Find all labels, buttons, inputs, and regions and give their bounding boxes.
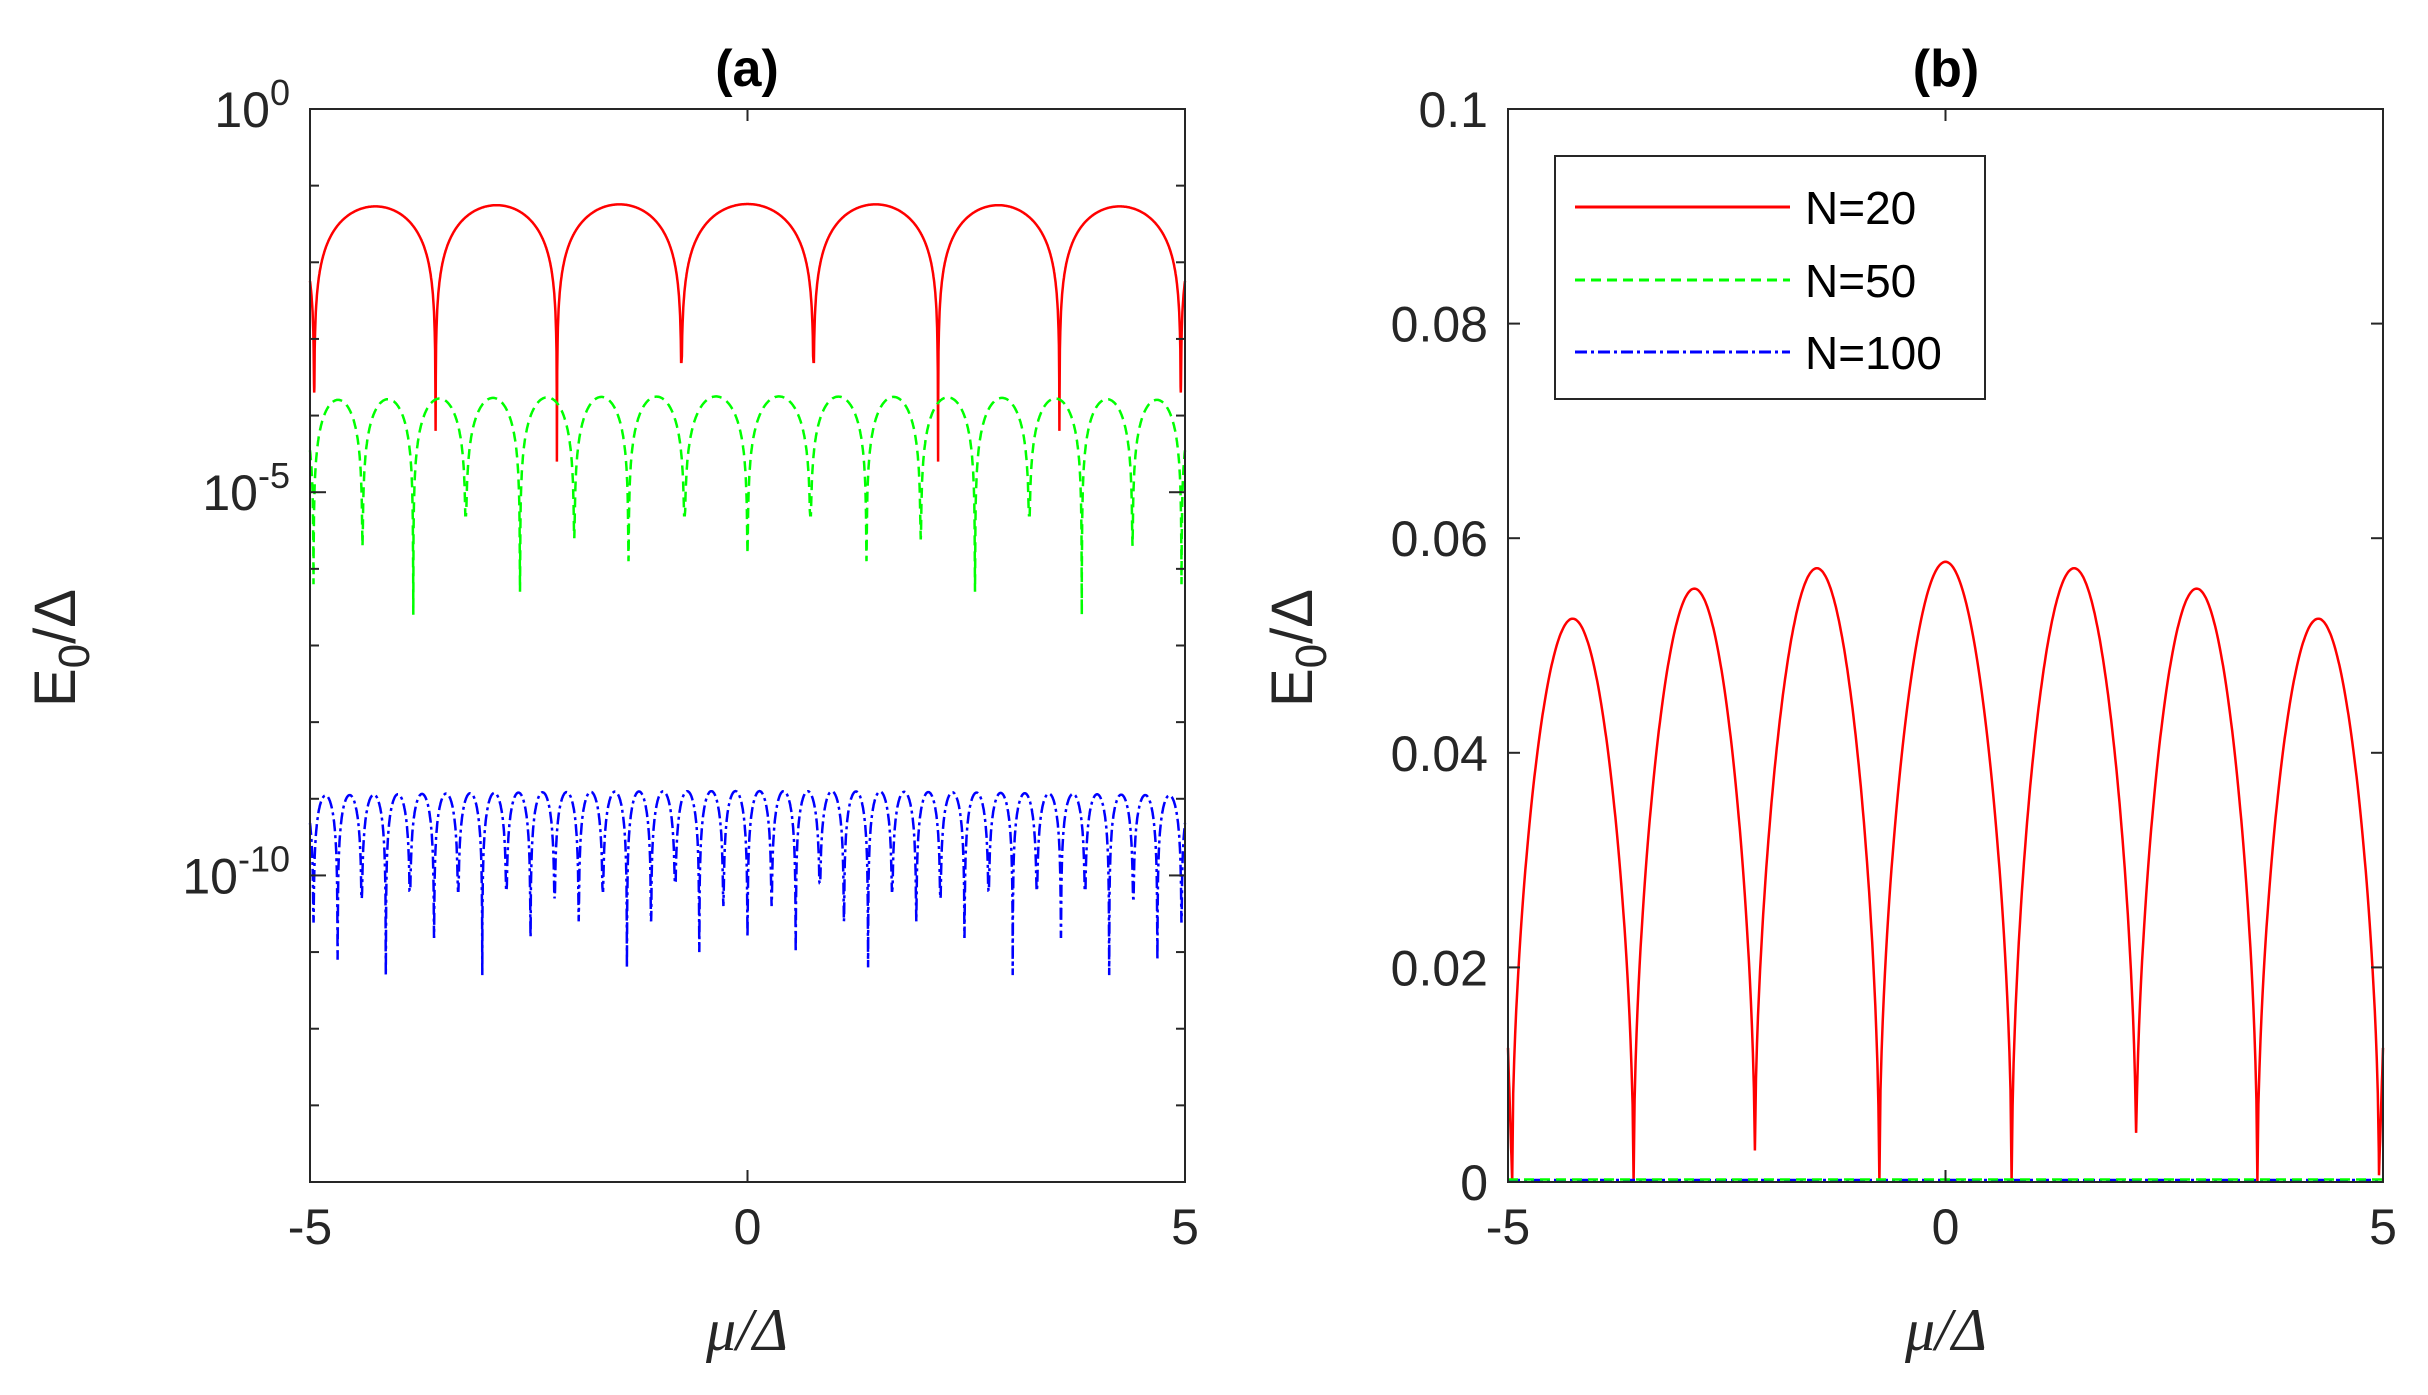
panel-a-axes-frame — [309, 108, 1186, 1183]
panel-a-series-n20 — [308, 202, 1187, 462]
panel-b-series — [1506, 560, 2385, 1183]
panel-a-ylabel-sub: 0 — [50, 644, 99, 668]
legend-box — [1554, 155, 1986, 400]
panel-b-ticks: -5 0 500.020.040.060.080.1 — [1391, 82, 2397, 1255]
panel-a-ytick-label: 10-10 — [182, 838, 290, 904]
panel-b-xtick-label: 5 — [2369, 1199, 2397, 1255]
panel-a-ylabel: E0/Δ — [23, 589, 99, 707]
panel-a-series-n100 — [308, 789, 1187, 976]
panel-b-ylabel: E0/Δ — [1260, 589, 1336, 707]
legend-label-n100: N=100 — [1805, 327, 1942, 379]
panel-a-series — [308, 202, 1187, 976]
panel-b-ytick-label: 0.02 — [1391, 940, 1488, 996]
panel-b-ytick-label: 0.06 — [1391, 511, 1488, 567]
panel-a-ticks: -5 0 5 100 10-5 10-10 — [182, 72, 1199, 1255]
panel-b-series-n20 — [1506, 560, 2385, 1183]
panel-a-ytick-label: 100 — [214, 72, 290, 138]
panel-b-xtick-label: 0 — [1932, 1199, 1960, 1255]
panel-a-ylabel-rest: /Δ — [23, 589, 88, 644]
panel-b-ylabel-rest: /Δ — [1260, 589, 1325, 644]
panel-b-ylabel-sub: 0 — [1287, 644, 1336, 668]
panel-b-ytick-label: 0.04 — [1391, 726, 1488, 782]
panel-b-xtick-label: -5 — [1486, 1199, 1530, 1255]
panel-b: (b) -5 0 500.020.040.060.080.1 μ/Δ E0/Δ N=… — [1260, 40, 2397, 1363]
panel-a-xlabel: μ/Δ — [705, 1297, 788, 1363]
legend: N=20 N=50 N=100 — [1554, 155, 1986, 400]
panel-a-xtick-label: 0 — [734, 1199, 762, 1255]
panel-b-ytick-label: 0.08 — [1391, 297, 1488, 353]
panel-b-ytick-label: 0 — [1460, 1155, 1488, 1211]
panel-a-series-n50 — [308, 395, 1187, 615]
panel-a-title: (a) — [715, 40, 779, 98]
panel-a-ytick-label: 10-5 — [202, 455, 290, 521]
legend-label-n50: N=50 — [1805, 255, 1916, 307]
panel-b-axes-frame — [1507, 108, 2384, 1183]
legend-label-n20: N=20 — [1805, 182, 1916, 234]
panel-a-ylabel-main: E — [23, 668, 88, 707]
panel-b-xlabel: μ/Δ — [1904, 1297, 1987, 1363]
panel-a-xtick-label: 5 — [1171, 1199, 1199, 1255]
panel-a-xtick-label: -5 — [288, 1199, 332, 1255]
panel-b-ylabel-main: E — [1260, 668, 1325, 707]
panel-b-ytick-label: 0.1 — [1418, 82, 1488, 138]
panel-b-title: (b) — [1913, 40, 1979, 98]
